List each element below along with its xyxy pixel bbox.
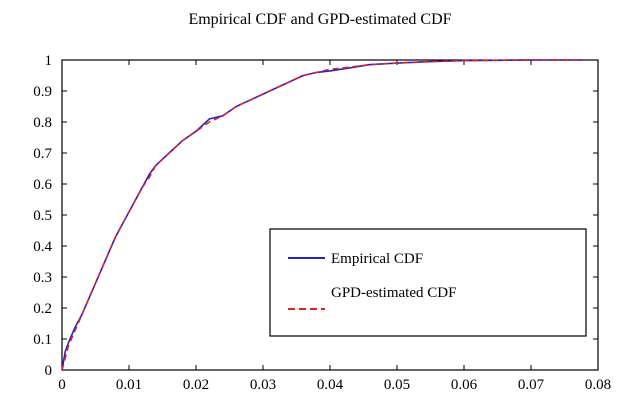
legend-box [269,228,587,337]
legend-label-1: GPD-estimated CDF [331,285,456,301]
y-tick-label: 0.8 [33,115,52,131]
y-tick-label: 0.6 [33,177,52,193]
x-tick-label: 0.05 [384,377,410,393]
x-tick-label: 0.06 [451,377,478,393]
series-line-1 [61,59,585,371]
y-tick-label: 0.5 [33,208,52,224]
x-tick-label: 0.08 [585,377,611,393]
y-tick-label: 0.4 [33,239,52,255]
legend-label-0: Empirical CDF [331,251,423,267]
x-tick-label: 0 [58,377,66,393]
x-tick-label: 0.01 [116,377,142,393]
x-tick-label: 0.03 [250,377,276,393]
plot-area: 0 0.01 0.02 0.03 0.04 0.05 0.06 0.07 0.08 0 0.1 0.2… [33,53,611,393]
x-tick-label: 0.07 [518,377,545,393]
y-tick-label: 1 [45,53,53,69]
y-tick-label: 0.9 [33,84,52,100]
y-tick-label: 0.2 [33,301,52,317]
x-tick-label: 0.02 [183,377,209,393]
y-tick-label: 0.7 [33,146,52,162]
y-tick-label: 0.1 [33,332,52,348]
x-tick-label: 0.04 [317,377,344,393]
y-tick-label: 0 [45,363,53,379]
y-tick-label: 0.3 [33,270,52,286]
chart-title: Empirical CDF and GPD-estimated CDF [188,11,451,28]
